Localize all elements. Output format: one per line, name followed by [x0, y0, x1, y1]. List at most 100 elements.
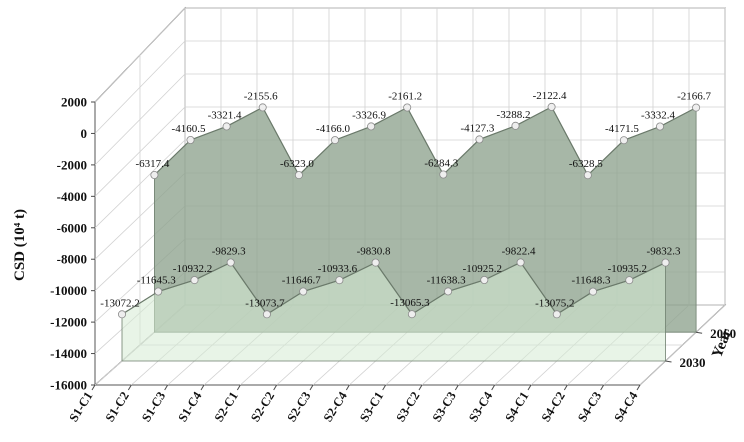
data-label-2060-S4-C1: -6328.5: [569, 158, 603, 170]
data-label-2060-S1-C2: -4160.5: [172, 123, 206, 135]
z-tick-mark: [696, 331, 703, 334]
x-tick-mark: [382, 384, 387, 391]
point-2060-S3-C1: [439, 170, 448, 179]
y-tick-label: -6000: [57, 220, 87, 235]
x-tick-mark: [273, 384, 278, 391]
category-label-S1-C3: S1-C3: [139, 389, 168, 424]
data-label-2030-S3-C2: -11638.3: [427, 274, 467, 286]
y-tick-label: -8000: [57, 252, 87, 267]
point-2030-S4-C2: [589, 287, 598, 296]
depth-labels: 2030 2060: [665, 326, 736, 370]
point-2060-S3-C2: [475, 135, 484, 144]
point-2030-S3-C1: [407, 310, 416, 319]
category-label-S3-C2: S3-C2: [393, 389, 422, 424]
x-tick-mark: [236, 384, 241, 391]
series-2060: -6317.4 -4160.5-3321.4-2155.6 -6323.0 -4166…: [135, 90, 712, 333]
point-2060-S2-C2: [330, 136, 339, 145]
point-2060-S1-C4: [258, 103, 267, 112]
point-2060-S4-C3: [656, 122, 665, 131]
data-label-2060-S3-C4: -2122.4: [533, 90, 567, 102]
category-label-S4-C1: S4-C1: [502, 389, 531, 424]
data-label-2030-S4-C2: -11648.3: [571, 275, 611, 287]
data-label-2060-S1-C1: -6317.4: [135, 158, 169, 170]
point-2030-S3-C2: [444, 287, 453, 296]
data-label-2060-S2-C4: -2161.2: [388, 91, 422, 103]
point-2060-S4-C2: [619, 136, 628, 145]
y-tick-label: -2000: [57, 157, 87, 172]
point-2030-S3-C4: [516, 258, 525, 267]
data-label-2060-S3-C2: -4127.3: [460, 122, 494, 134]
point-2030-S1-C4: [226, 258, 235, 267]
depth-label-2060: 2060: [710, 326, 736, 341]
data-label-2030-S2-C4: -9830.8: [357, 246, 391, 258]
x-tick-mark: [600, 384, 605, 391]
data-label-2060-S1-C4: -2155.6: [244, 90, 278, 102]
series-2030: -13072.2 -11645.3-10932.2-9829.3 -13073.7 -…: [100, 245, 681, 362]
category-label-S4-C3: S4-C3: [575, 389, 604, 424]
y-tick-label: 2000: [61, 95, 87, 110]
data-label-2030-S1-C1: -13072.2: [100, 297, 139, 309]
y-tick-label: -4000: [57, 189, 87, 204]
data-label-2030-S4-C3: -10935.2: [608, 263, 647, 275]
data-label-2030-S2-C1: -13073.7: [245, 297, 285, 309]
point-2060-S4-C1: [583, 171, 592, 180]
x-tick-mark: [636, 384, 641, 391]
data-label-2030-S2-C2: -11646.7: [282, 275, 322, 287]
point-2060-S2-C1: [294, 171, 303, 180]
depth-label-2030: 2030: [680, 355, 706, 370]
point-2030-S2-C4: [371, 258, 380, 267]
point-2060-S3-C4: [547, 102, 556, 111]
y-axis-title: CSD (10⁴ t): [12, 209, 28, 281]
point-2030-S4-C3: [625, 276, 634, 285]
data-label-2060-S3-C3: -3288.2: [497, 109, 531, 121]
point-2060-S2-C4: [403, 103, 412, 112]
x-tick-mark: [345, 384, 350, 391]
category-label-S4-C2: S4-C2: [539, 389, 568, 424]
y-tick-label: -12000: [50, 315, 87, 330]
point-2060-S2-C3: [367, 122, 376, 131]
category-labels: S1-C1 S1-C2 S1-C3 S1-C4 S2-C1 S2-C2 S2-C3 S2-C4…: [66, 384, 641, 425]
x-tick-mark: [91, 384, 96, 391]
category-label-S3-C3: S3-C3: [430, 389, 459, 424]
data-label-2030-S4-C1: -13075.2: [535, 297, 574, 309]
category-label-S1-C1: S1-C1: [66, 389, 95, 424]
data-label-2060-S1-C3: -3321.4: [208, 109, 242, 121]
point-2030-S2-C1: [262, 310, 271, 319]
data-label-2060-S4-C2: -4171.5: [605, 123, 639, 135]
data-label-2060-S4-C4: -2166.7: [677, 91, 711, 103]
x-tick-mark: [309, 384, 314, 391]
data-label-2030-S1-C2: -11645.3: [137, 275, 177, 287]
x-tick-mark: [200, 384, 205, 391]
x-tick-mark: [164, 384, 169, 391]
category-label-S2-C3: S2-C3: [284, 389, 313, 424]
x-tick-mark: [491, 384, 496, 391]
y-tick-label: -14000: [50, 346, 87, 361]
x-tick-mark: [454, 384, 459, 391]
category-label-S2-C4: S2-C4: [321, 389, 351, 425]
point-2030-S1-C2: [154, 287, 163, 296]
x-gridline: [639, 8, 726, 386]
data-label-2030-S4-C4: -9832.3: [647, 246, 681, 258]
point-2060-S1-C3: [222, 122, 231, 131]
y-tick-label: 0: [81, 126, 88, 141]
data-label-2030-S1-C4: -9829.3: [212, 246, 246, 258]
category-label-S3-C4: S3-C4: [466, 389, 496, 425]
category-label-S2-C1: S2-C1: [212, 389, 241, 424]
point-2060-S1-C1: [150, 170, 159, 179]
data-label-2030-S2-C3: -10933.6: [318, 263, 358, 275]
category-label-S1-C2: S1-C2: [103, 389, 132, 424]
data-label-2030-S1-C3: -10932.2: [173, 263, 212, 275]
data-label-2060-S2-C1: -6323.0: [280, 158, 314, 170]
data-label-2030-S3-C1: -13065.3: [390, 297, 430, 309]
data-label-2060-S2-C2: -4166.0: [316, 123, 350, 135]
point-2060-S4-C4: [692, 103, 701, 112]
line-2060: [153, 106, 697, 177]
z-tick-mark: [665, 360, 672, 363]
category-label-S2-C2: S2-C2: [248, 389, 277, 424]
point-2060-S3-C3: [511, 121, 520, 130]
point-2060-S1-C2: [186, 135, 195, 144]
point-2030-S4-C1: [552, 310, 561, 319]
point-2030-S1-C1: [118, 310, 127, 319]
data-label-2030-S3-C3: -10925.2: [463, 263, 502, 275]
